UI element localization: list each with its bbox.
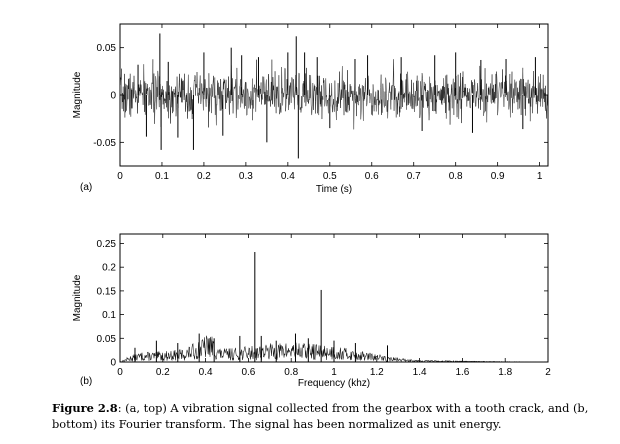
x-tick-label: 1 xyxy=(537,171,543,182)
x-tick-label: 0.6 xyxy=(241,367,255,378)
panel-b-fourier-spectrum: 0 0.2 0.4 0.6 0.8 1 1.2 1.4 1.6 1.8 2 0.25 0.2 0.15 0.… xyxy=(72,233,551,389)
caption-text: : (a, top) A vibration signal collected … xyxy=(52,401,589,431)
x-tick-label: 1.2 xyxy=(370,367,384,378)
x-tick-label: 0.3 xyxy=(239,171,253,182)
y-tick-label: 0 xyxy=(110,358,116,369)
x-tick-label: 0.8 xyxy=(449,171,463,182)
y-tick-label: -0.05 xyxy=(93,138,116,149)
y-tick-label: 0.2 xyxy=(102,263,116,274)
y-tick-label: 0.05 xyxy=(97,43,117,54)
x-tick-label: 2 xyxy=(545,367,551,378)
plot-area xyxy=(120,33,548,159)
x-tick-label: 0.4 xyxy=(281,171,295,182)
x-axis-label: Time (s) xyxy=(316,184,352,195)
x-tick-label: 1.4 xyxy=(413,367,427,378)
y-tick-label: 0.25 xyxy=(97,239,117,250)
y-tick-label: 0 xyxy=(110,91,116,102)
x-tick-label: 0.4 xyxy=(199,367,213,378)
x-axis-label: Frequency (khz) xyxy=(298,378,370,389)
x-tick-label: 0.5 xyxy=(323,171,337,182)
x-tick-label: 0 xyxy=(117,367,123,378)
x-tick-label: 0.9 xyxy=(491,171,505,182)
x-tick-label: 0.6 xyxy=(365,171,379,182)
x-tick-label: 1.6 xyxy=(455,367,469,378)
figure-caption: Figure 2.8: (a, top) A vibration signal … xyxy=(52,400,614,432)
x-tick-label: 0.2 xyxy=(156,367,170,378)
y-tick-label: 0.05 xyxy=(97,334,117,345)
y-tick-label: 0.1 xyxy=(102,310,116,321)
x-tick-label: 0.8 xyxy=(284,367,298,378)
panel-label: (a) xyxy=(80,182,92,193)
signal-trace xyxy=(120,59,548,130)
x-tick-label: 0.1 xyxy=(155,171,169,182)
y-tick-label: 0.15 xyxy=(97,286,117,297)
y-axis-label: Magnitude xyxy=(72,274,83,321)
x-tick-label: 1 xyxy=(331,367,337,378)
x-tick-label: 0 xyxy=(117,171,123,182)
y-axis-label: Magnitude xyxy=(72,71,83,118)
caption-label: Figure 2.8 xyxy=(52,401,118,415)
plot-area xyxy=(120,252,548,362)
panel-label: (b) xyxy=(80,376,92,387)
x-tick-label: 0.2 xyxy=(197,171,211,182)
panel-a-time-signal: 0 0.1 0.2 0.3 0.4 0.5 0.6 0.7 0.8 0.9 1 0.05 0 -0.05 T… xyxy=(72,23,549,195)
x-tick-label: 1.8 xyxy=(498,367,512,378)
x-tick-label: 0.7 xyxy=(407,171,421,182)
